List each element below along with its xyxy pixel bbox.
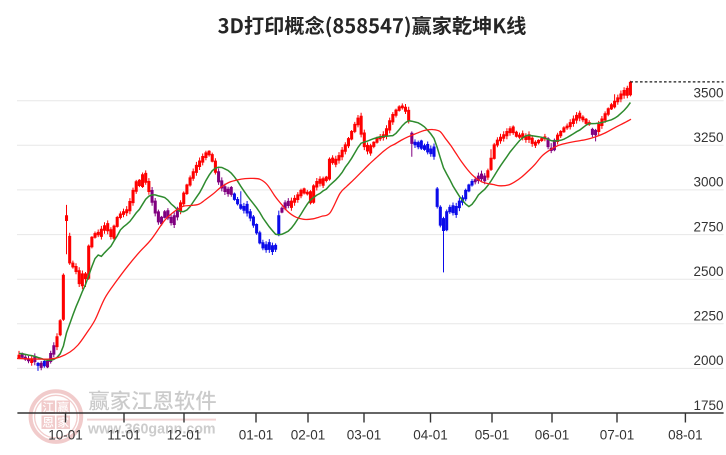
svg-text:3250: 3250 xyxy=(693,130,723,145)
svg-text:01-01: 01-01 xyxy=(239,428,274,443)
svg-text:www.360gann.com: www.360gann.com xyxy=(87,421,216,437)
svg-text:3000: 3000 xyxy=(693,175,723,190)
svg-text:2000: 2000 xyxy=(693,353,723,368)
svg-text:04-01: 04-01 xyxy=(413,428,448,443)
svg-text:2500: 2500 xyxy=(693,264,723,279)
svg-text:3500: 3500 xyxy=(693,86,723,101)
svg-text:2750: 2750 xyxy=(693,219,723,234)
svg-text:1750: 1750 xyxy=(693,398,723,413)
svg-text:02-01: 02-01 xyxy=(291,428,326,443)
svg-text:12-01: 12-01 xyxy=(167,428,202,443)
svg-text:07-01: 07-01 xyxy=(600,428,635,443)
svg-text:08-01: 08-01 xyxy=(668,428,703,443)
svg-text:05-01: 05-01 xyxy=(475,428,510,443)
svg-text:11-01: 11-01 xyxy=(107,428,141,443)
svg-text:10-01: 10-01 xyxy=(48,428,83,443)
svg-text:06-01: 06-01 xyxy=(535,428,570,443)
svg-text:03-01: 03-01 xyxy=(347,428,382,443)
svg-text:2250: 2250 xyxy=(693,309,723,324)
